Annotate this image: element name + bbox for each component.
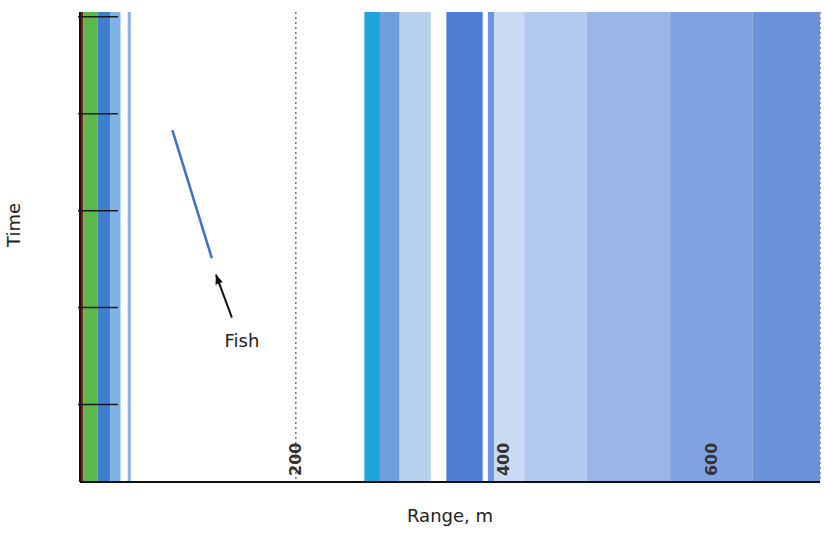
svg-text:Fish: Fish xyxy=(225,330,260,351)
svg-text:400: 400 xyxy=(494,443,513,476)
svg-text:600: 600 xyxy=(702,443,721,476)
svg-text:200: 200 xyxy=(286,443,305,476)
svg-text:Time: Time xyxy=(3,203,24,248)
svg-text:Range, m: Range, m xyxy=(407,505,493,526)
